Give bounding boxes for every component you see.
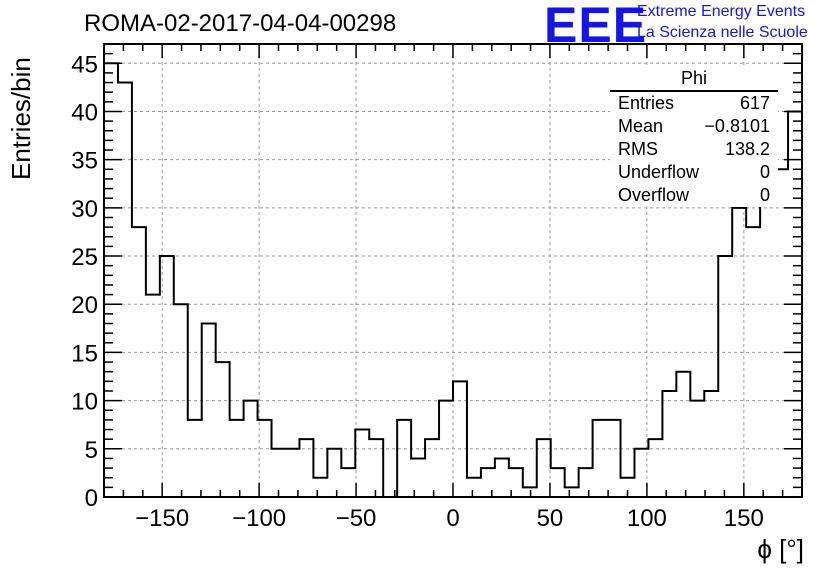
x-tick-label: 0 [446, 505, 459, 532]
x-tick-label: −50 [336, 505, 377, 532]
histogram-bin [188, 420, 202, 497]
histogram-bin [230, 420, 244, 497]
histogram-bin [313, 478, 327, 497]
eee-logo: EEE [544, 0, 648, 53]
histogram-bin [467, 478, 481, 497]
histogram-bin [285, 449, 299, 497]
histogram-bin [690, 401, 704, 497]
stats-label: Mean [618, 116, 664, 136]
histogram-bin [537, 439, 551, 497]
histogram-bin [495, 458, 509, 497]
histogram-bin [481, 468, 495, 497]
histogram-bin [202, 324, 216, 497]
histogram-bin [160, 256, 174, 497]
logo-line-1: Extreme Energy Events [637, 3, 806, 20]
histogram-bin [272, 449, 286, 497]
histogram-bin [551, 468, 565, 497]
histogram-bin [607, 420, 621, 497]
x-tick-label: 50 [537, 505, 564, 532]
histogram-bin [397, 420, 411, 497]
y-tick-label: 20 [71, 292, 98, 319]
histogram-bin [718, 256, 732, 497]
logo-line-2: La Scienza nelle Scuole [637, 24, 808, 41]
axis-ticks [103, 43, 803, 498]
y-tick-label: 5 [85, 437, 98, 464]
histogram-bin [704, 391, 718, 497]
stats-row-underflow: Underflow 0 [610, 161, 778, 184]
x-tick-label: −150 [135, 505, 189, 532]
histogram-bin [746, 227, 760, 497]
stats-label: Overflow [618, 185, 690, 205]
histogram-bin [593, 420, 607, 497]
stats-box: Phi Entries 617 Mean −0.8101 RMS 138.2 U… [610, 68, 778, 207]
histogram-bin [327, 449, 341, 497]
stats-row-rms: RMS 138.2 [610, 138, 778, 161]
histogram-bin [648, 439, 662, 497]
histogram-bin [439, 401, 453, 497]
histogram-bin [425, 439, 439, 497]
histogram-bin [244, 401, 258, 497]
histogram-bin [453, 381, 467, 497]
histogram-bin [216, 362, 230, 497]
y-axis-label: Entries/bin [6, 57, 36, 180]
x-tick-label: 150 [724, 505, 764, 532]
histogram-bin [774, 169, 788, 497]
stats-value: 0 [759, 162, 770, 182]
stats-value: −0.8101 [704, 116, 770, 136]
y-tick-label: 10 [71, 389, 98, 416]
y-tick-label: 35 [71, 148, 98, 175]
histogram-bin [174, 304, 188, 497]
y-tick-label: 15 [71, 340, 98, 367]
stats-label: Entries [618, 93, 675, 113]
histogram-bin [676, 372, 690, 497]
histogram-bin [341, 468, 355, 497]
x-axis-label: ϕ [°] [757, 534, 804, 564]
histogram-bin [579, 468, 593, 497]
histogram-bin [662, 391, 676, 497]
stats-row-entries: Entries 617 [610, 92, 778, 115]
x-tick-label: 100 [627, 505, 667, 532]
histogram-bin [132, 227, 146, 497]
stats-row-overflow: Overflow 0 [610, 184, 778, 207]
histogram-bin [355, 430, 369, 497]
y-tick-label: 25 [71, 244, 98, 271]
chart-title: ROMA-02-2017-04-04-00298 [84, 10, 397, 37]
stats-value: 138.2 [724, 139, 770, 159]
histogram-bin [732, 208, 746, 497]
stats-value: 0 [759, 185, 770, 205]
x-tick-label: −100 [232, 505, 286, 532]
stats-value: 617 [739, 93, 770, 113]
stats-label: Underflow [618, 162, 700, 182]
histogram-outline [104, 62, 802, 498]
y-tick-label: 30 [71, 196, 98, 223]
histogram-bin [299, 439, 313, 497]
histogram-bin [411, 458, 425, 497]
y-tick-label: 45 [71, 51, 98, 78]
stats-row-mean: Mean −0.8101 [610, 115, 778, 138]
histogram-bin [146, 295, 160, 497]
histogram-bin [760, 198, 774, 497]
stats-label: RMS [618, 139, 658, 159]
histogram-bin [104, 63, 118, 497]
histogram-bin [369, 439, 383, 497]
histogram-bin [118, 83, 132, 497]
stats-title: Phi [610, 68, 778, 92]
y-tick-label: 0 [85, 485, 98, 512]
tick-labels: −150 −100 −50 0 50 100 150 0 5 10 15 20 25 30 35 40 45 [71, 51, 764, 532]
histogram-bin [523, 487, 537, 497]
histogram-bin [565, 487, 579, 497]
y-tick-label: 40 [71, 99, 98, 126]
